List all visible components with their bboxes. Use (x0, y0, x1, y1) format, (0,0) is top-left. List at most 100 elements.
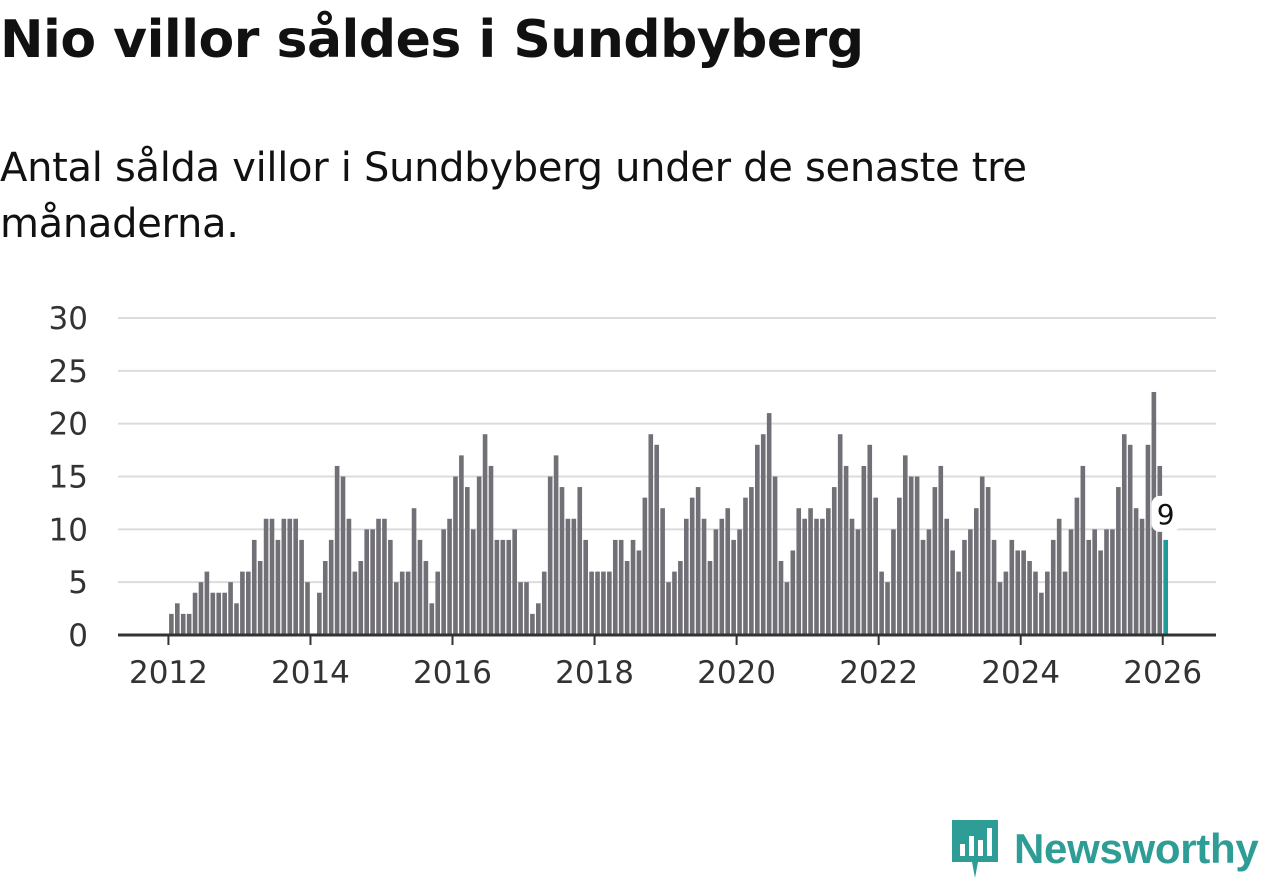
bar (470, 529, 476, 635)
bar (169, 613, 174, 635)
bar (565, 518, 571, 635)
bar (914, 476, 920, 635)
bar (571, 518, 577, 635)
bar (938, 465, 944, 635)
bar (1139, 518, 1145, 635)
bar (1009, 539, 1015, 635)
bar (636, 550, 642, 635)
bar (979, 476, 985, 635)
bar (1039, 592, 1044, 635)
bar (666, 582, 671, 635)
bar (985, 487, 991, 635)
bar (595, 571, 600, 635)
bar (388, 539, 393, 635)
bar (364, 529, 370, 635)
bar (737, 529, 742, 635)
bar (287, 518, 293, 635)
bar (547, 476, 553, 635)
bar (423, 561, 429, 635)
bar (820, 518, 825, 635)
bar (1045, 571, 1050, 635)
bar (322, 561, 328, 635)
bar (855, 529, 861, 635)
bar (618, 539, 624, 635)
bar (228, 582, 233, 635)
bar (251, 539, 257, 635)
bar (382, 518, 387, 635)
bar (826, 508, 831, 635)
bar (1003, 571, 1009, 635)
bar-chart: 2012 2014 2016 2018 2020 2022 2024 2026 0 5 10 15 2… (49, 301, 1216, 691)
bar (1068, 529, 1074, 635)
bar (453, 476, 458, 635)
bar (370, 529, 375, 635)
bar (459, 455, 464, 635)
bar (583, 539, 588, 635)
bar (695, 487, 701, 635)
newsworthy-logo-text: Newsworthy (1014, 825, 1259, 872)
bar (1127, 444, 1133, 635)
bar (766, 413, 772, 635)
latest-value-label: 9 (1157, 498, 1175, 531)
bar (512, 529, 517, 635)
bar (1098, 550, 1103, 635)
bar (1116, 487, 1121, 635)
bar (417, 539, 423, 635)
y-tick-label: 25 (49, 354, 88, 390)
bar (1092, 529, 1097, 635)
y-axis-labels: 0 5 10 15 20 25 30 (49, 301, 88, 654)
bar (755, 444, 760, 635)
bar (506, 539, 512, 635)
bar (1086, 539, 1092, 635)
bar (281, 518, 287, 635)
bar (932, 487, 938, 635)
bar (648, 434, 654, 635)
bar (210, 592, 216, 635)
bar (1021, 550, 1026, 635)
bar (814, 518, 819, 635)
bar (500, 539, 506, 635)
bar (902, 455, 908, 635)
bar (198, 582, 204, 635)
bar (405, 571, 411, 635)
bar (861, 465, 867, 635)
bar (968, 529, 973, 635)
bar (435, 571, 441, 635)
y-tick-label: 20 (49, 407, 88, 443)
bar (376, 518, 381, 635)
bar (192, 592, 198, 635)
bar (1104, 529, 1109, 635)
bar (340, 476, 346, 635)
bar (536, 603, 541, 635)
bar (944, 518, 950, 635)
y-tick-label: 15 (49, 460, 88, 496)
bar (447, 518, 452, 635)
bar (482, 434, 488, 635)
bars (169, 391, 1168, 635)
bar (630, 539, 636, 635)
bar (962, 539, 967, 635)
bar (317, 592, 322, 635)
bar (358, 561, 364, 635)
x-tick-label: 2024 (981, 655, 1060, 691)
bar (1110, 529, 1115, 635)
bar (589, 571, 594, 635)
bar (269, 518, 275, 635)
bar (873, 497, 878, 635)
bar (654, 444, 660, 635)
bar (950, 550, 955, 635)
bar (441, 529, 446, 635)
bar (672, 571, 677, 635)
bar (997, 582, 1003, 635)
bar (891, 529, 896, 635)
newsworthy-logo-icon (952, 820, 998, 878)
bar (494, 539, 500, 635)
bar (683, 518, 689, 635)
bar (719, 518, 725, 635)
bar (920, 539, 926, 635)
bar (843, 465, 849, 635)
bar (293, 518, 298, 635)
bar (222, 592, 227, 635)
y-tick-label: 30 (49, 301, 88, 337)
bar (577, 487, 583, 635)
